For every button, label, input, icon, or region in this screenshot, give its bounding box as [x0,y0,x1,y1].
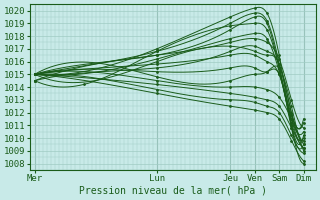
X-axis label: Pression niveau de la mer( hPa ): Pression niveau de la mer( hPa ) [79,186,267,196]
